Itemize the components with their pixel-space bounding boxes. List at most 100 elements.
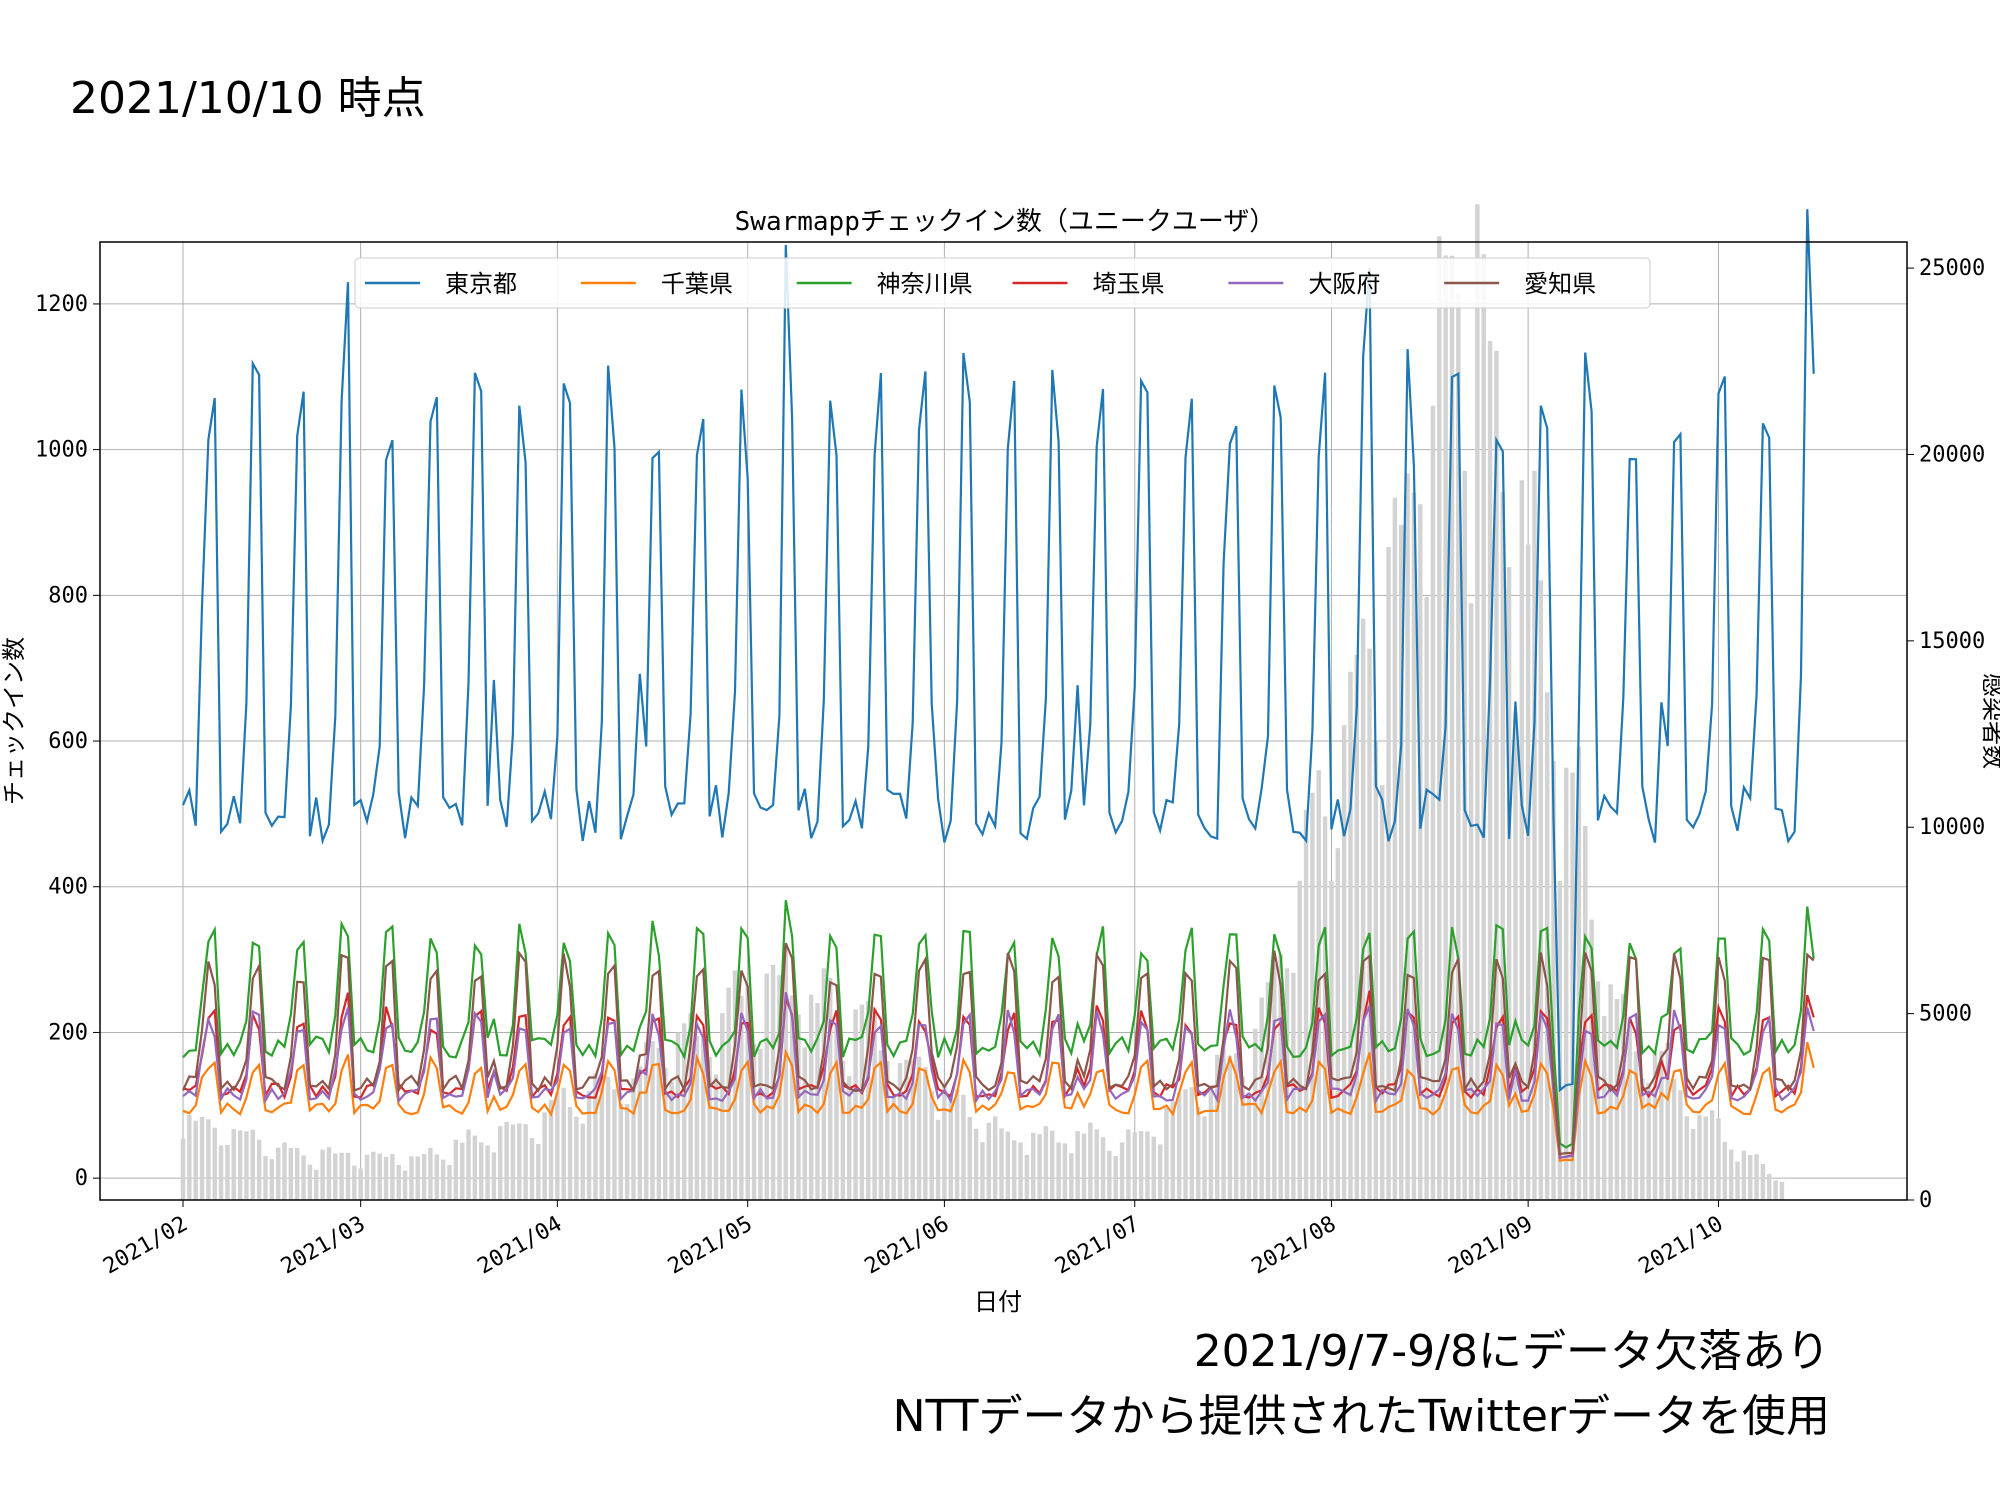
infection-bar (307, 1164, 313, 1200)
infection-bar (231, 1129, 236, 1200)
infection-bar (225, 1144, 230, 1200)
infection-bar (948, 1094, 953, 1200)
infection-bar (1570, 772, 1575, 1200)
x-tick-label: 2021/06 (861, 1212, 954, 1280)
infection-bar (421, 1153, 427, 1200)
infection-bar (1221, 1049, 1226, 1200)
infection-bar (1735, 1161, 1740, 1200)
infection-bar (529, 1138, 535, 1200)
infection-bar (815, 1003, 820, 1200)
line-layer (181, 209, 1815, 1162)
infection-bar (1246, 1092, 1252, 1200)
infection-bar (478, 1142, 484, 1200)
infection-bar (1272, 964, 1277, 1200)
infection-bar (1164, 1107, 1169, 1200)
infection-bar (1303, 809, 1309, 1200)
infection-bar (396, 1165, 401, 1200)
infection-bar (1354, 654, 1360, 1200)
infection-bar (1519, 480, 1525, 1200)
series-line-5 (181, 942, 1815, 1156)
infection-bar (891, 1095, 896, 1200)
infection-bar (935, 1119, 941, 1200)
infection-bar (1728, 1149, 1734, 1200)
infection-bar (1563, 767, 1569, 1200)
infection-bar (1119, 1142, 1125, 1200)
infection-bar (1462, 470, 1467, 1200)
x-tick-label: 2021/04 (474, 1212, 567, 1280)
data-missing-note: 2021/9/7-9/8にデータ欠落あり (1193, 1326, 1830, 1377)
y2-tick-label: 10000 (1919, 815, 1985, 840)
infection-bar (923, 1067, 928, 1200)
infection-bar (1652, 1052, 1658, 1200)
infection-bar (1665, 1042, 1670, 1200)
infection-bar (1437, 236, 1442, 1200)
infection-bar (789, 995, 795, 1200)
infection-bar (929, 1091, 934, 1200)
infection-bar (1481, 254, 1486, 1200)
infection-bar (1614, 998, 1620, 1200)
infection-bar (1253, 1028, 1258, 1200)
infection-bar (688, 1013, 693, 1200)
infection-bar (1703, 1116, 1709, 1200)
legend-label: 埼玉県 (1093, 270, 1165, 298)
infection-bar (916, 1056, 922, 1200)
infection-bar (751, 1044, 757, 1200)
infection-bar (1227, 1055, 1233, 1200)
infection-bar (1024, 1154, 1030, 1200)
infection-bar (580, 1123, 585, 1200)
infection-bar (618, 1104, 624, 1200)
infection-bar (720, 1013, 725, 1200)
infection-bar (1690, 1128, 1696, 1200)
infection-bar (339, 1152, 344, 1200)
infection-bar (1589, 919, 1594, 1200)
infection-bar (1011, 1140, 1017, 1200)
infection-bar (1646, 1082, 1651, 1200)
infection-bar (1126, 1129, 1131, 1200)
infection-bar (542, 1112, 547, 1200)
infection-bar (656, 1047, 662, 1200)
infection-bar (1062, 1143, 1068, 1200)
infection-bar (180, 1138, 186, 1200)
y2-tick-label: 5000 (1919, 1002, 1972, 1027)
infection-bar (498, 1126, 503, 1200)
infection-bar (1576, 746, 1582, 1200)
infection-bar (1633, 1051, 1639, 1200)
infection-bar (390, 1154, 395, 1200)
infection-bar (1583, 825, 1588, 1200)
x-tick-label: 2021/03 (277, 1212, 370, 1280)
infection-bar (1747, 1154, 1753, 1200)
infection-bar (548, 1099, 554, 1200)
infection-bar (954, 1089, 960, 1200)
infection-bar (1367, 648, 1372, 1200)
infection-bar (599, 1074, 604, 1200)
infection-bar (326, 1147, 332, 1200)
y-tick-label: 1200 (35, 292, 88, 317)
infection-bar (1513, 711, 1518, 1200)
infection-bar (428, 1147, 433, 1200)
infection-bar (237, 1130, 243, 1200)
infection-bar (510, 1124, 516, 1200)
infection-bar (1754, 1154, 1759, 1200)
y2-tick-label: 0 (1919, 1188, 1932, 1213)
infection-bar (212, 1127, 217, 1200)
infection-bar (1341, 725, 1347, 1200)
series-line-1 (182, 1041, 1815, 1162)
infection-bar (472, 1135, 478, 1200)
infection-bar (1056, 1142, 1061, 1200)
infection-bar (415, 1156, 420, 1200)
series-line-4 (182, 992, 1815, 1159)
series-line-0 (181, 209, 1815, 1093)
infection-bar (1722, 1141, 1728, 1200)
x-tick-label: 2021/05 (664, 1212, 757, 1280)
infection-bar (1475, 204, 1480, 1201)
infection-bar (1310, 792, 1315, 1200)
infection-bar (650, 1041, 655, 1200)
y2-axis-label: 感染者数 (1979, 673, 2000, 769)
infection-bar (992, 1116, 998, 1200)
infection-bar (256, 1139, 262, 1200)
legend-label: 千葉県 (661, 270, 733, 298)
infection-bar (967, 1116, 972, 1200)
infection-bar (1468, 603, 1474, 1200)
y-tick-label: 200 (48, 1020, 88, 1045)
infection-bar (1525, 544, 1531, 1200)
